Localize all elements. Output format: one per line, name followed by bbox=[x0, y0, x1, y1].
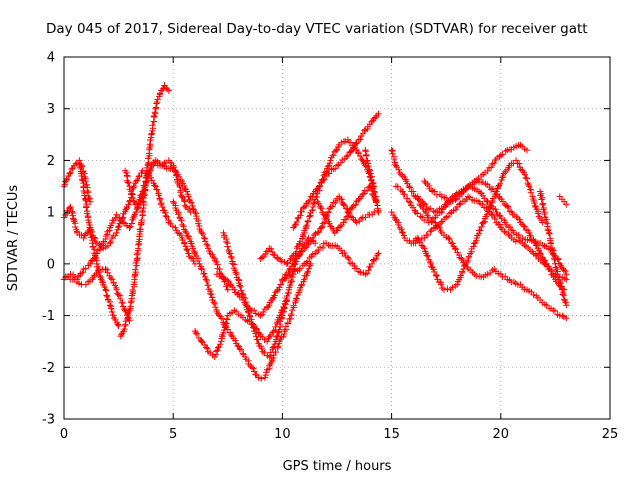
y-tick-label: 3 bbox=[47, 102, 55, 117]
y-tick-label: 4 bbox=[47, 51, 55, 66]
data-points bbox=[60, 82, 570, 382]
y-tick-label: 0 bbox=[47, 257, 55, 272]
x-tick-label: 0 bbox=[60, 427, 68, 442]
y-tick-label: 1 bbox=[47, 206, 55, 221]
data-point-markers bbox=[290, 110, 382, 231]
series-track-22 bbox=[421, 177, 568, 293]
series-track-5 bbox=[75, 157, 122, 330]
data-point-markers bbox=[117, 82, 173, 340]
grid-lines bbox=[64, 57, 610, 419]
x-tick-label: 20 bbox=[493, 427, 510, 442]
data-point-markers bbox=[556, 193, 570, 208]
series-track-16 bbox=[362, 146, 382, 216]
data-point-markers bbox=[421, 177, 568, 293]
y-tick-label: 2 bbox=[47, 154, 55, 169]
series-track-11 bbox=[220, 229, 319, 361]
x-tick-label: 25 bbox=[602, 427, 619, 442]
series-track-13 bbox=[279, 239, 382, 283]
data-point-markers bbox=[75, 157, 122, 330]
y-axis-label: SDTVAR / TECUs bbox=[6, 185, 21, 292]
x-tick-label: 15 bbox=[383, 427, 400, 442]
data-point-markers bbox=[121, 157, 194, 216]
data-point-markers bbox=[220, 229, 319, 361]
data-point-markers bbox=[536, 188, 570, 309]
series-track-8 bbox=[170, 198, 314, 382]
x-axis-label: GPS time / hours bbox=[283, 459, 392, 474]
data-point-markers bbox=[362, 146, 382, 216]
series-track-24 bbox=[556, 193, 570, 208]
chart-title: Day 045 of 2017, Sidereal Day-to-day VTE… bbox=[46, 21, 588, 37]
y-tick-label: -2 bbox=[42, 361, 55, 376]
plot-frame bbox=[63, 56, 611, 420]
y-tick-label: -1 bbox=[42, 309, 55, 324]
x-tick-label: 10 bbox=[274, 427, 291, 442]
axis-ticks: 0 5 10 15 20 25 -3 -2 -1 0 1 2 3 4 bbox=[42, 51, 618, 443]
data-point-markers bbox=[314, 183, 380, 237]
x-tick-label: 5 bbox=[169, 427, 177, 442]
data-point-markers bbox=[279, 239, 382, 283]
series-track-23 bbox=[536, 188, 570, 309]
series-track-14 bbox=[290, 110, 382, 231]
y-tick-label: -3 bbox=[42, 413, 55, 428]
data-point-markers bbox=[170, 198, 314, 382]
series-track-15 bbox=[314, 183, 380, 237]
series-track-7 bbox=[121, 157, 194, 216]
series-track-6 bbox=[117, 82, 173, 340]
